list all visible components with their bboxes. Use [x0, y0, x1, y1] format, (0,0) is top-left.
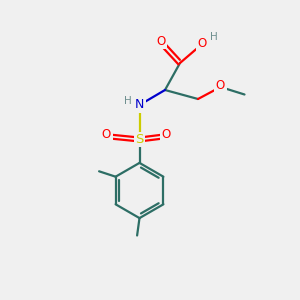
Text: O: O	[216, 79, 225, 92]
Text: S: S	[135, 133, 144, 146]
Text: O: O	[157, 34, 166, 48]
Text: O: O	[198, 37, 207, 50]
Text: O: O	[162, 128, 171, 142]
Text: O: O	[102, 128, 111, 142]
Text: H: H	[124, 96, 132, 106]
Text: N: N	[135, 98, 144, 112]
Text: H: H	[210, 32, 218, 42]
